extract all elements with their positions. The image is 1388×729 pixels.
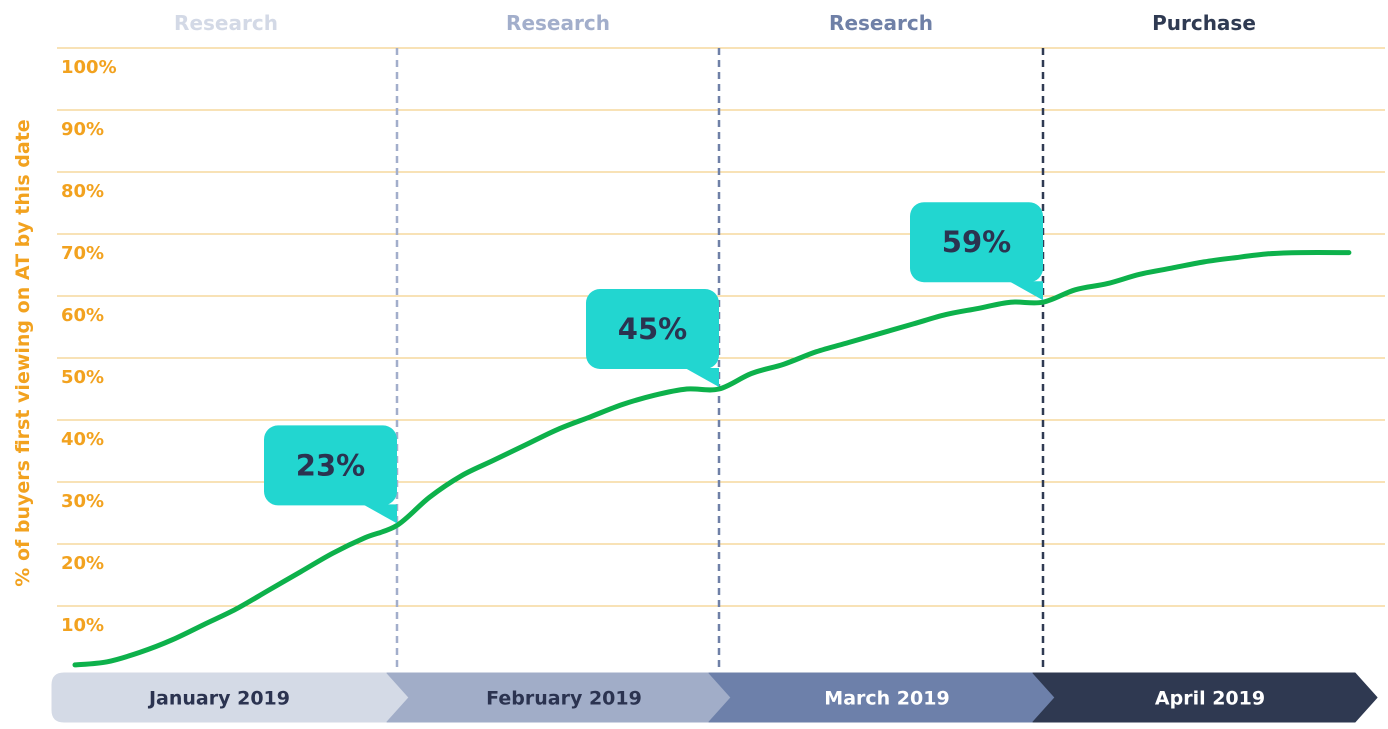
y-tick-label: 90%	[61, 119, 104, 140]
month-segment: January 2019	[51, 672, 410, 723]
callout-box	[586, 289, 719, 369]
month-chevron	[51, 672, 410, 723]
y-tick-label: 10%	[61, 615, 104, 636]
callout-pointer	[363, 504, 397, 524]
month-label: March 2019	[824, 688, 949, 710]
grid-lines	[57, 47, 1385, 607]
phase-labels: Research Research Research Purchase	[174, 11, 1256, 35]
callout-box	[264, 425, 397, 506]
y-tick-label: 60%	[61, 305, 104, 326]
callout-pointer	[685, 368, 719, 387]
y-axis-ticks: 10% 20% 30% 40% 50% 60% 70% 80% 90% 100%	[61, 57, 117, 636]
month-dividers	[395, 48, 1045, 672]
callout-bubble: 23%	[264, 425, 397, 524]
month-timeline: January 2019 February 2019 March 2019 April…	[51, 672, 1378, 723]
month-label: April 2019	[1155, 688, 1265, 710]
callout-box	[910, 202, 1043, 283]
y-tick-label: 30%	[61, 491, 104, 512]
y-axis-label: % of buyers first viewing on AT by this …	[12, 119, 34, 586]
month-chevron	[1032, 672, 1378, 723]
y-tick-label: 50%	[61, 367, 104, 388]
callout-label: 45%	[618, 312, 687, 346]
month-label: January 2019	[147, 688, 290, 710]
month-segment: April 2019	[1032, 672, 1378, 723]
callout-label: 59%	[942, 225, 1011, 259]
series-lines	[72, 250, 1352, 668]
y-tick-label: 70%	[61, 243, 104, 264]
callout-bubble: 45%	[586, 289, 719, 387]
month-label: February 2019	[486, 688, 642, 710]
y-tick-label: 80%	[61, 181, 104, 202]
phase-label: Research	[506, 11, 610, 35]
value-callouts: 23% 45% 59%	[264, 202, 1043, 524]
callout-bubble: 59%	[910, 202, 1043, 301]
series-line	[72, 250, 1352, 668]
y-tick-label: 100%	[61, 57, 117, 78]
phase-label: Purchase	[1152, 11, 1256, 35]
phase-label: Research	[829, 11, 933, 35]
month-segment: February 2019	[386, 672, 732, 723]
phase-label: Research	[174, 11, 278, 35]
callout-pointer	[1009, 281, 1043, 301]
callout-label: 23%	[296, 448, 365, 482]
y-tick-label: 40%	[61, 429, 104, 450]
month-segment: March 2019	[708, 672, 1056, 723]
y-tick-label: 20%	[61, 553, 104, 574]
